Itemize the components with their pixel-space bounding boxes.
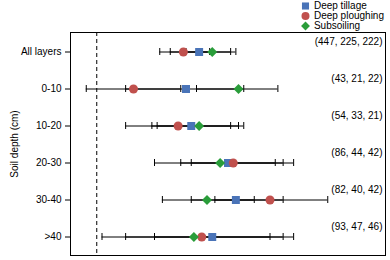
svg-text:(54, 33, 21): (54, 33, 21) [331, 110, 382, 121]
svg-text:10-20: 10-20 [36, 120, 62, 131]
html-text:Deep tillage: Deep tillage [313, 0, 367, 11]
html-text:Deep ploughing: Deep ploughing [313, 10, 384, 21]
svg-text:(93, 47, 46): (93, 47, 46) [331, 221, 382, 232]
svg-text:(82, 40, 42): (82, 40, 42) [331, 184, 382, 195]
svg-text:20-30: 20-30 [36, 157, 62, 168]
svg-text:(43, 21, 22): (43, 21, 22) [331, 73, 382, 84]
svg-text:Soil depth (cm): Soil depth (cm) [9, 110, 20, 177]
svg-text:0-10: 0-10 [41, 83, 61, 94]
svg-text:(86, 44, 42): (86, 44, 42) [331, 147, 382, 158]
html-text:Subsoiling: Subsoiling [313, 20, 361, 31]
svg-text:30-40: 30-40 [36, 194, 62, 205]
svg-text:>40: >40 [45, 231, 62, 242]
svg-text:(447, 225, 222): (447, 225, 222) [315, 36, 383, 47]
svg-text:All layers: All layers [21, 46, 62, 57]
